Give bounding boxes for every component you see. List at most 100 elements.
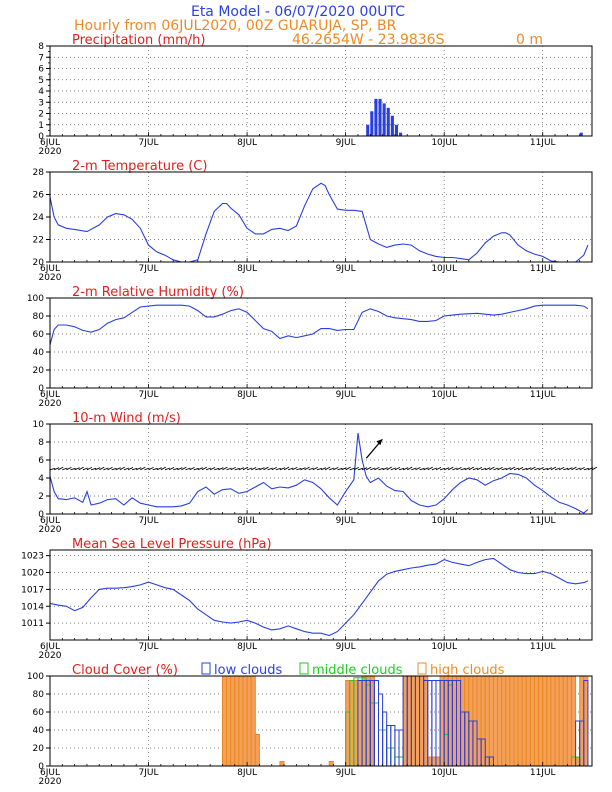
wind-vector	[550, 466, 557, 471]
wind-vector	[205, 467, 212, 471]
wind-vector	[407, 466, 413, 471]
wind-vector	[259, 467, 265, 471]
x-tick-label: 7JUL	[139, 642, 159, 652]
cloud-bar-middle	[373, 702, 379, 767]
wind-vector	[177, 467, 183, 471]
wind-vector	[402, 467, 409, 471]
cloud-bar-high	[427, 756, 433, 767]
x-tick-label: 8JUL	[237, 264, 257, 274]
wind-vector	[152, 467, 158, 471]
y-tick-label: 22	[33, 236, 44, 246]
panel-title-temp: 2-m Temperature (C)	[72, 159, 207, 174]
y-tick-label: 1020	[21, 569, 44, 579]
x-tick-label: 10JUL	[431, 768, 457, 778]
wind-vector	[575, 467, 581, 471]
cloud-bar-low	[431, 680, 437, 767]
x-tick-label: 9JUL	[336, 642, 356, 652]
cloud-bar-high	[353, 680, 359, 767]
cloud-bar-high	[480, 675, 486, 767]
x-tick-label: 6JUL	[40, 516, 60, 526]
wind-vector	[148, 466, 154, 471]
x-tick-label: 8JUL	[237, 516, 257, 526]
wind-vector	[345, 466, 351, 471]
precip-bar	[378, 98, 382, 136]
wind-vector	[394, 466, 401, 471]
cloud-bar-high	[513, 675, 519, 767]
wind-vector	[201, 466, 208, 471]
cloud-bar-middle	[386, 747, 392, 767]
y-tick-label: 0	[38, 762, 44, 772]
panel-title-cloud: Cloud Cover (%)	[72, 663, 178, 678]
wind-vector	[246, 467, 253, 471]
x-tick-label: 7JUL	[139, 264, 159, 274]
cloud-bar-high	[476, 675, 482, 767]
wind-vector	[526, 467, 532, 471]
x-year-label: 2020	[39, 777, 62, 787]
wind-vector	[419, 467, 425, 471]
wind-vector	[238, 467, 245, 471]
cloud-bar-low	[390, 725, 396, 767]
wind-vector	[209, 466, 216, 471]
wind-vector	[53, 467, 60, 471]
wind-vector	[144, 467, 150, 471]
wind-vector	[349, 467, 355, 471]
wind-vector	[530, 466, 536, 471]
wind-vector	[464, 467, 470, 471]
y-tick-label: 20	[33, 366, 45, 376]
x-year-label: 2020	[39, 399, 62, 409]
x-tick-label: 8JUL	[237, 138, 257, 148]
wind-vector	[439, 467, 446, 471]
x-year-label: 2020	[39, 147, 62, 157]
x-tick-label: 7JUL	[139, 138, 159, 148]
y-tick-label: 60	[33, 330, 45, 340]
wind-vector	[115, 467, 121, 471]
cloud-bar-high	[575, 756, 581, 767]
cloud-bar-high	[566, 675, 572, 767]
precip-bar	[374, 98, 378, 136]
series-line	[49, 182, 589, 263]
wind-vector	[287, 467, 294, 471]
cloud-bar-high	[509, 675, 515, 767]
wind-vector	[431, 467, 438, 471]
cloud-bar-high	[464, 675, 470, 767]
wind-vector	[382, 467, 388, 471]
wind-vector	[386, 466, 392, 471]
x-tick-label: 7JUL	[139, 768, 159, 778]
y-tick-label: 1017	[21, 585, 44, 595]
legend-swatch-middle	[299, 662, 309, 675]
wind-vector	[390, 467, 396, 471]
cloud-bar-high	[497, 675, 503, 767]
panel-title-precip: Precipitation (mm/h)	[72, 33, 205, 48]
cloud-bar-high	[460, 675, 466, 767]
wind-vector	[222, 466, 228, 471]
wind-vector	[49, 467, 56, 471]
cloud-bar-high	[534, 675, 540, 767]
wind-vector	[542, 467, 548, 471]
wind-vector	[435, 466, 442, 471]
wind-vector	[82, 467, 89, 471]
wind-vector	[583, 467, 589, 471]
cloud-bar-high	[501, 675, 507, 767]
y-tick-label: 0	[38, 510, 44, 520]
wind-vector	[329, 467, 335, 471]
legend-low-clouds: low clouds	[214, 663, 283, 678]
precip-bar	[366, 124, 370, 136]
wind-vector	[497, 466, 503, 471]
wind-vector	[320, 467, 327, 471]
y-tick-label: 1014	[21, 602, 44, 612]
x-tick-label: 8JUL	[237, 768, 257, 778]
wind-vector	[501, 467, 507, 471]
x-tick-label: 6JUL	[40, 138, 60, 148]
legend-high-clouds: high clouds	[430, 663, 505, 678]
cloud-bar-high	[542, 675, 548, 767]
wind-vector	[86, 466, 93, 471]
wind-vector	[107, 466, 113, 471]
cloud-bar-high	[484, 675, 490, 767]
wind-vector	[62, 467, 68, 471]
x-tick-label: 10JUL	[431, 264, 457, 274]
y-tick-label: 1011	[21, 619, 44, 629]
wind-vector	[312, 466, 318, 471]
y-tick-label: 4	[38, 87, 44, 97]
wind-vector	[136, 467, 142, 471]
wind-vector	[304, 466, 310, 471]
